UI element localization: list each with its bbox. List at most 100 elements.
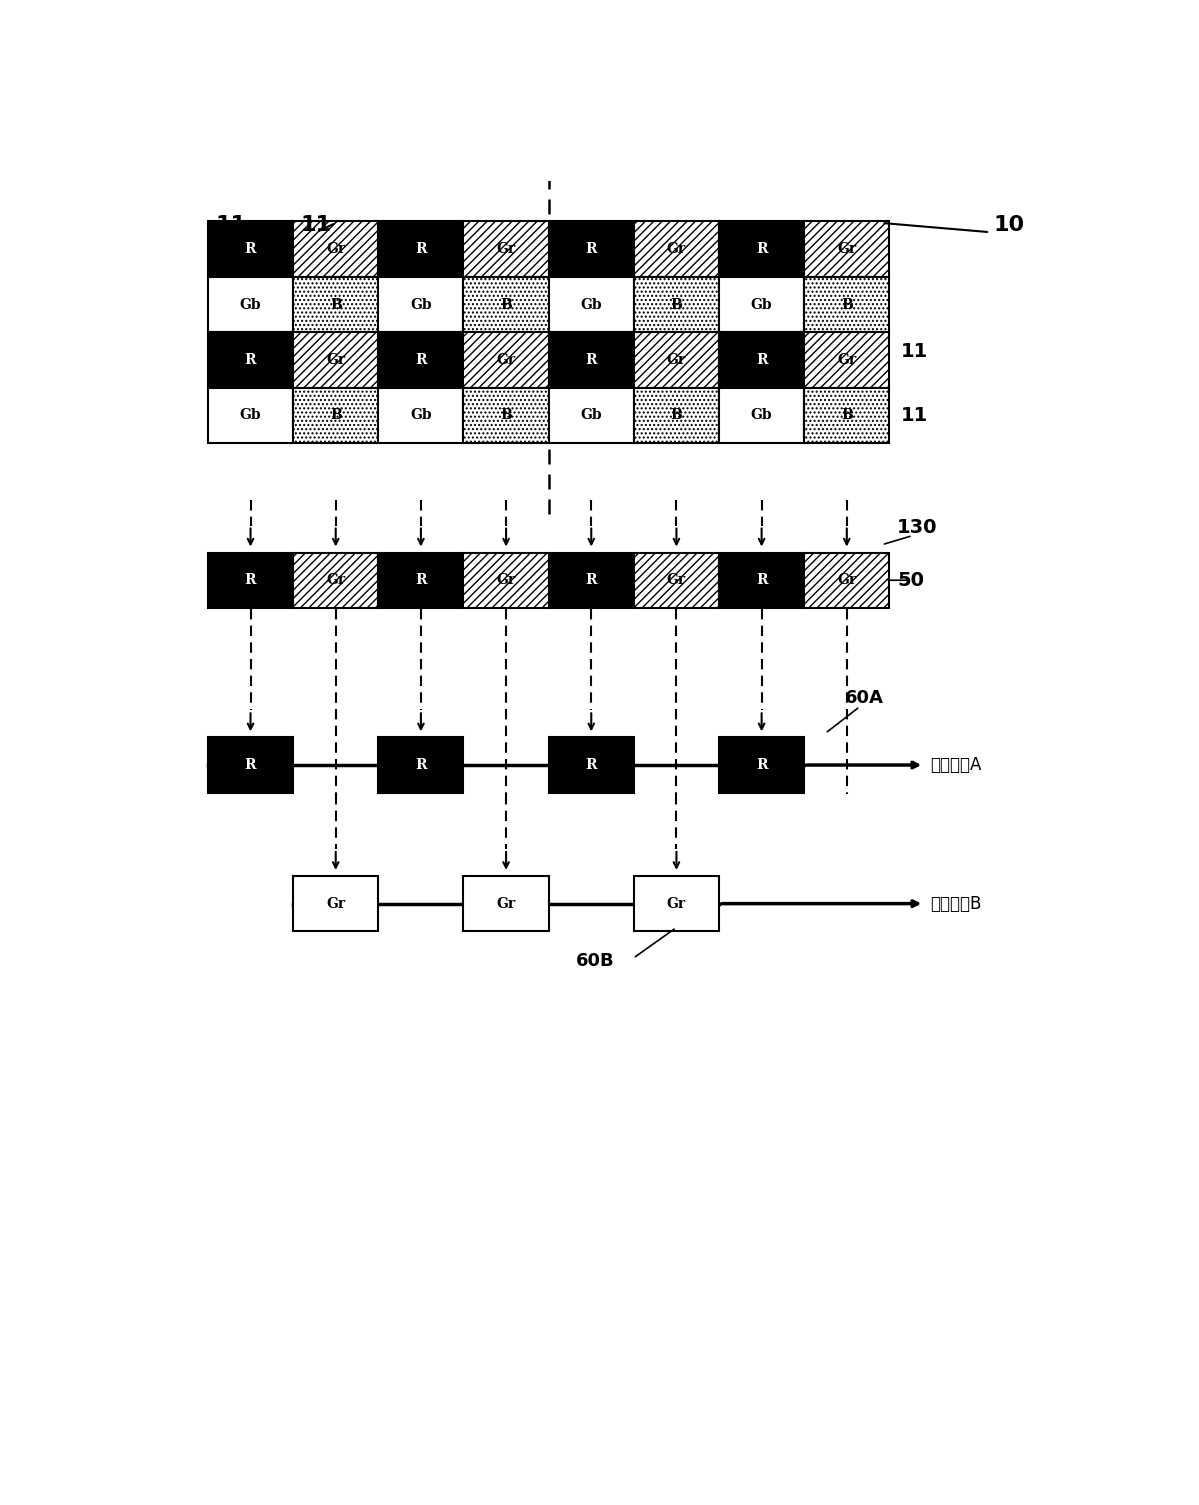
Bar <box>634 388 719 442</box>
Text: Gr: Gr <box>326 573 345 587</box>
Text: 50: 50 <box>897 570 924 590</box>
Text: R: R <box>585 242 597 256</box>
Text: B: B <box>330 298 342 312</box>
Text: 60A: 60A <box>844 689 884 707</box>
Bar <box>549 277 634 333</box>
Text: R: R <box>415 354 427 367</box>
Text: B: B <box>840 298 852 312</box>
Text: Gr: Gr <box>326 242 345 256</box>
Text: R: R <box>755 759 767 772</box>
Bar <box>719 737 805 793</box>
Bar <box>719 221 805 277</box>
Text: B: B <box>330 408 342 423</box>
Text: R: R <box>755 242 767 256</box>
Bar <box>634 333 719 388</box>
Bar <box>293 333 379 388</box>
Text: Gr: Gr <box>667 242 686 256</box>
Bar <box>207 277 293 333</box>
Bar <box>719 552 805 608</box>
Bar <box>634 277 719 333</box>
Bar <box>719 277 805 333</box>
Text: R: R <box>755 573 767 587</box>
Bar <box>549 388 634 442</box>
Text: R: R <box>415 573 427 587</box>
Bar <box>464 277 549 333</box>
Bar <box>464 552 549 608</box>
Text: R: R <box>585 354 597 367</box>
Text: R: R <box>415 759 427 772</box>
Text: Gr: Gr <box>496 573 516 587</box>
Text: R: R <box>245 242 257 256</box>
Bar <box>379 277 464 333</box>
Bar <box>379 221 464 277</box>
Text: Gr: Gr <box>837 242 856 256</box>
Text: R: R <box>585 759 597 772</box>
Text: B: B <box>500 408 512 423</box>
Bar <box>379 737 464 793</box>
Bar <box>207 737 293 793</box>
Text: 输出系统B: 输出系统B <box>930 894 982 912</box>
Bar <box>805 221 890 277</box>
Text: R: R <box>755 354 767 367</box>
Text: Gb: Gb <box>240 298 261 312</box>
Bar <box>634 552 719 608</box>
Bar <box>207 221 293 277</box>
Text: Gr: Gr <box>326 354 345 367</box>
Bar <box>207 552 293 608</box>
Text: Gr: Gr <box>837 354 856 367</box>
Text: R: R <box>585 573 597 587</box>
Text: 11: 11 <box>900 342 928 361</box>
Bar <box>293 277 379 333</box>
Bar <box>464 388 549 442</box>
Text: B: B <box>670 298 682 312</box>
Bar <box>379 333 464 388</box>
Bar <box>293 552 379 608</box>
Text: Gr: Gr <box>667 354 686 367</box>
Bar <box>805 277 890 333</box>
Bar <box>549 737 634 793</box>
Text: Gb: Gb <box>751 408 772 423</box>
Text: R: R <box>245 573 257 587</box>
Bar <box>719 388 805 442</box>
Bar <box>464 876 549 932</box>
Text: Gb: Gb <box>751 298 772 312</box>
Bar <box>464 221 549 277</box>
Bar <box>719 333 805 388</box>
Text: Gb: Gb <box>240 408 261 423</box>
Text: R: R <box>245 354 257 367</box>
Bar <box>293 388 379 442</box>
Text: 11: 11 <box>216 215 247 235</box>
Bar <box>805 333 890 388</box>
Text: Gr: Gr <box>667 897 686 911</box>
Text: Gr: Gr <box>496 242 516 256</box>
Bar <box>293 876 379 932</box>
Text: Gb: Gb <box>410 408 432 423</box>
Bar <box>805 552 890 608</box>
Text: 130: 130 <box>897 518 938 537</box>
Text: Gr: Gr <box>326 897 345 911</box>
Text: Gb: Gb <box>580 298 602 312</box>
Bar <box>805 388 890 442</box>
Text: B: B <box>840 408 852 423</box>
Text: 10: 10 <box>994 215 1025 235</box>
Text: Gb: Gb <box>410 298 432 312</box>
Bar <box>379 552 464 608</box>
Bar <box>549 552 634 608</box>
Bar <box>207 388 293 442</box>
Bar <box>634 876 719 932</box>
Bar <box>293 221 379 277</box>
Text: Gr: Gr <box>496 897 516 911</box>
Bar <box>634 221 719 277</box>
Text: Gb: Gb <box>580 408 602 423</box>
Bar <box>379 388 464 442</box>
Text: Gr: Gr <box>837 573 856 587</box>
Text: 11: 11 <box>900 406 928 424</box>
Bar <box>207 333 293 388</box>
Text: B: B <box>670 408 682 423</box>
Text: 11: 11 <box>301 215 332 235</box>
Bar <box>549 221 634 277</box>
Text: 60B: 60B <box>576 953 614 971</box>
Text: Gr: Gr <box>667 573 686 587</box>
Text: 输出系统A: 输出系统A <box>930 756 982 774</box>
Text: R: R <box>245 759 257 772</box>
